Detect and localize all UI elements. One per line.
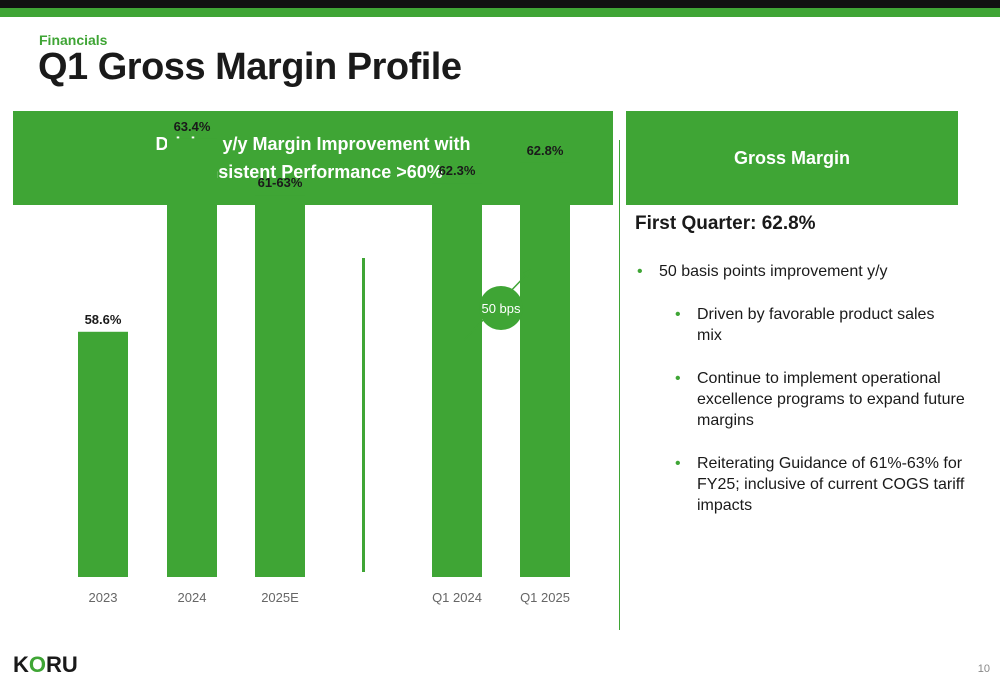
data-label: 61-63%: [258, 175, 303, 190]
data-label: 62.8%: [527, 143, 564, 158]
bullet-text: Driven by favorable product sales mix: [697, 306, 935, 344]
right-heading-title: Gross Margin: [733, 147, 851, 168]
bar-2025e: [255, 195, 305, 577]
bar-q1-2024: [432, 183, 482, 578]
data-label: 62.3%: [439, 163, 476, 178]
bullet-dot-icon: •: [675, 455, 681, 472]
top-dark-bar: [0, 0, 1000, 8]
panel-divider: [619, 140, 620, 630]
gross-margin-bar-chart: 58.6% 2023 63.4% 2024 61-63% 2025E 62.3% Q1 202…: [78, 119, 570, 605]
first-quarter-heading: First Quarter: 62.8%: [635, 213, 816, 234]
bullet-dot-icon: •: [675, 306, 681, 323]
x-tick-label: 2024: [178, 590, 207, 605]
bullet-text: 50 basis points improvement y/y: [659, 263, 888, 280]
logo-letter-k: K: [13, 652, 29, 677]
section-label: Financials: [39, 32, 108, 48]
sub-bullet-item: • Continue to implement operational exce…: [675, 368, 967, 431]
koru-logo: KORU: [13, 652, 78, 678]
x-tick-label: 2023: [89, 590, 118, 605]
logo-letter-o: O: [28, 652, 47, 677]
bar-2023: [78, 331, 128, 577]
page-title: Q1 Gross Margin Profile: [38, 46, 462, 88]
left-heading-line2: Consistent Performance >60%: [183, 162, 443, 182]
data-label: 63.4%: [174, 119, 211, 134]
bullet-dot-icon: •: [637, 263, 643, 280]
bullet-dot-icon: •: [675, 370, 681, 387]
x-tick-label: Q1 2025: [520, 590, 570, 605]
bar-q1-2025: [520, 162, 570, 577]
chart-divider: [362, 258, 365, 572]
annotation-arrow-head: [523, 269, 531, 278]
page-number: 10: [977, 663, 990, 675]
bar-2024: [167, 138, 217, 577]
left-heading-line1: Driving y/y Margin Improvement with: [155, 134, 471, 154]
bullet-text: Continue to implement operational excell…: [697, 370, 965, 429]
right-panel-header: Gross Margin: [626, 111, 958, 205]
x-tick-label: 2025E: [261, 590, 299, 605]
bps-annotation-bubble: 50 bps: [479, 286, 523, 330]
data-label: 58.6%: [85, 312, 122, 327]
sub-bullet-item: • Reiterating Guidance of 61%-63% for FY…: [675, 453, 967, 516]
top-accent-bar: [0, 8, 1000, 17]
sub-bullet-item: • Driven by favorable product sales mix: [675, 304, 962, 346]
left-panel-header: Driving y/y Margin Improvement with Cons…: [13, 111, 613, 205]
x-tick-label: Q1 2024: [432, 590, 482, 605]
logo-letters-ru: RU: [46, 652, 78, 677]
bullet-text: Reiterating Guidance of 61%-63% for FY25…: [697, 455, 965, 514]
bullet-item: • 50 basis points improvement y/y: [637, 261, 949, 282]
